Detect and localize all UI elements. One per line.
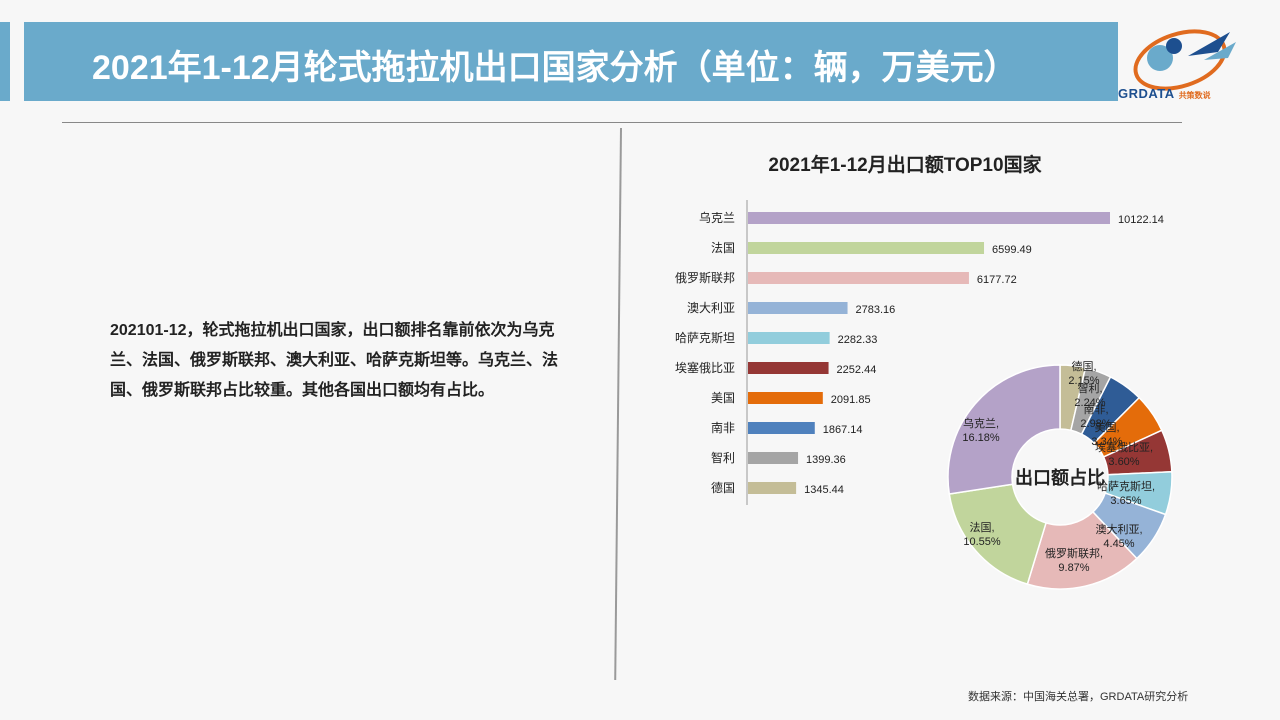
donut-slice-label: 德国, 2.15% (1068, 359, 1099, 387)
donut-slice-label: 南非, 2.98% (1080, 403, 1111, 430)
bar-美国 (748, 392, 823, 404)
donut-slice-label: 法国, 10.55% (963, 520, 1001, 548)
bar-value-label: 6177.72 (977, 274, 1017, 286)
bar-乌克兰 (748, 212, 1110, 224)
page-title: 2021年1-12月轮式拖拉机出口国家分析（单位：辆，万美元） (92, 49, 1018, 87)
bar-category-label: 哈萨克斯坦 (675, 331, 735, 345)
bar-埃塞俄比亚 (748, 362, 829, 374)
donut-slice-乌克兰 (947, 364, 1061, 495)
donut-chart: 出口额占比 德国, 2.15%智利, 2.24%南非, 2.98%美国, 3.34%埃塞俄… (947, 359, 1173, 590)
bar-category-label: 澳大利亚 (687, 301, 735, 315)
bar-value-label: 1345.44 (804, 484, 844, 496)
bar-chart: 乌克兰 10122.14 法国 6599.49 俄罗斯联邦 6177.72 澳大利亚 2783… (675, 200, 1164, 505)
bar-value-label: 2252.44 (837, 364, 877, 376)
bar-category-label: 乌克兰 (699, 210, 735, 225)
logo-text: GRDATA 共策数说 (1118, 86, 1211, 101)
bar-value-label: 2783.16 (856, 304, 896, 316)
donut-slice-label: 智利, 2.24% (1074, 381, 1105, 409)
bar-value-label: 10122.14 (1118, 214, 1164, 226)
bar-value-label: 2091.85 (831, 394, 871, 406)
bar-value-label: 2282.33 (838, 334, 878, 346)
bar-category-label: 俄罗斯联邦 (675, 271, 735, 285)
donut-slice-俄罗斯联邦 (1026, 510, 1138, 590)
donut-center-title: 出口额占比 (1015, 467, 1105, 488)
left-accent-bar (0, 22, 10, 101)
summary-text: 202101-12，轮式拖拉机出口国家，出口额排名靠前依次为乌克兰、法国、俄罗斯… (110, 322, 559, 399)
bar-category-label: 南非 (711, 420, 735, 435)
bar-category-label: 埃塞俄比亚 (675, 360, 735, 375)
donut-slice-法国 (948, 483, 1047, 586)
divider-vertical (614, 127, 622, 680)
bar-chart-title: 2021年1-12月出口额TOP10国家 (768, 155, 1042, 176)
bar-category-label: 智利 (711, 450, 735, 465)
bar-澳大利亚 (748, 302, 848, 314)
donut-slice-label: 澳大利亚, 4.45% (1095, 522, 1142, 550)
donut-slice-label: 乌克兰, 16.18% (962, 416, 1000, 444)
bar-category-label: 美国 (711, 391, 735, 405)
bar-哈萨克斯坦 (748, 332, 830, 344)
bar-value-label: 1399.36 (806, 454, 846, 466)
bar-value-label: 6599.49 (992, 244, 1032, 256)
bar-法国 (748, 242, 985, 254)
donut-slice-label: 美国, 3.34% (1091, 421, 1122, 448)
title-bar (24, 22, 1118, 101)
divider-horizontal (62, 122, 1182, 123)
grdata-logo-icon (1133, 29, 1236, 91)
bar-俄罗斯联邦 (748, 272, 969, 284)
bar-智利 (748, 452, 799, 464)
source-note: 数据来源：中国海关总署，GRDATA研究分析 (968, 691, 1189, 703)
donut-slice-label: 埃塞俄比亚, 3.60% (1095, 440, 1153, 468)
donut-slice-label: 哈萨克斯坦, 3.65% (1097, 479, 1155, 507)
bar-value-label: 1867.14 (823, 424, 863, 436)
bar-南非 (748, 422, 815, 434)
bar-category-label: 德国 (711, 480, 735, 495)
bar-category-label: 法国 (711, 241, 735, 255)
bar-德国 (748, 482, 797, 494)
donut-slice-label: 俄罗斯联邦, 9.87% (1045, 547, 1103, 574)
